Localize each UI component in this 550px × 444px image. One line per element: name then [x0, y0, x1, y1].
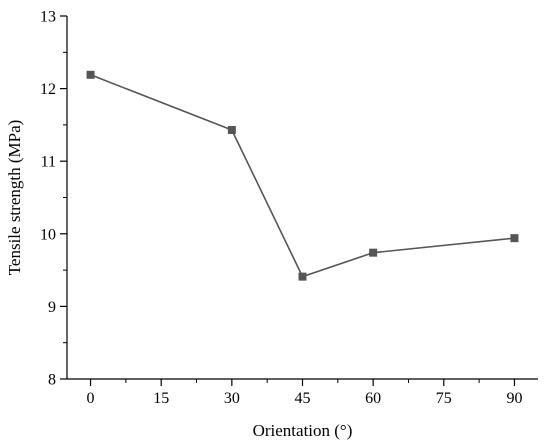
- data-point: [86, 70, 95, 79]
- y-tick-label: 9: [48, 299, 56, 316]
- series: [86, 70, 519, 281]
- x-tick-label: 45: [295, 390, 311, 407]
- y-tick-label: 11: [41, 154, 56, 171]
- data-point: [227, 125, 236, 134]
- y-tick-label: 12: [40, 81, 56, 98]
- x-tick-label: 90: [506, 390, 522, 407]
- x-tick-label: 30: [224, 390, 240, 407]
- axes: [66, 16, 538, 380]
- data-point: [298, 272, 307, 281]
- series-line: [90, 74, 515, 278]
- ticks: 0 15 30 45 60 75 90 8 9 10 11 12 13: [40, 9, 522, 408]
- x-axis-title: Orientation (°): [253, 421, 353, 440]
- x-tick-label: 0: [87, 390, 95, 407]
- data-point: [510, 234, 519, 243]
- x-tick-label: 15: [153, 390, 169, 407]
- y-tick-label: 8: [48, 372, 56, 389]
- x-tick-label: 75: [436, 390, 452, 407]
- y-tick-label: 13: [40, 9, 56, 26]
- data-point: [369, 248, 378, 257]
- y-axis-title: Tensile strength (MPa): [5, 120, 24, 276]
- x-tick-label: 60: [365, 390, 381, 407]
- y-tick-label: 10: [40, 226, 56, 243]
